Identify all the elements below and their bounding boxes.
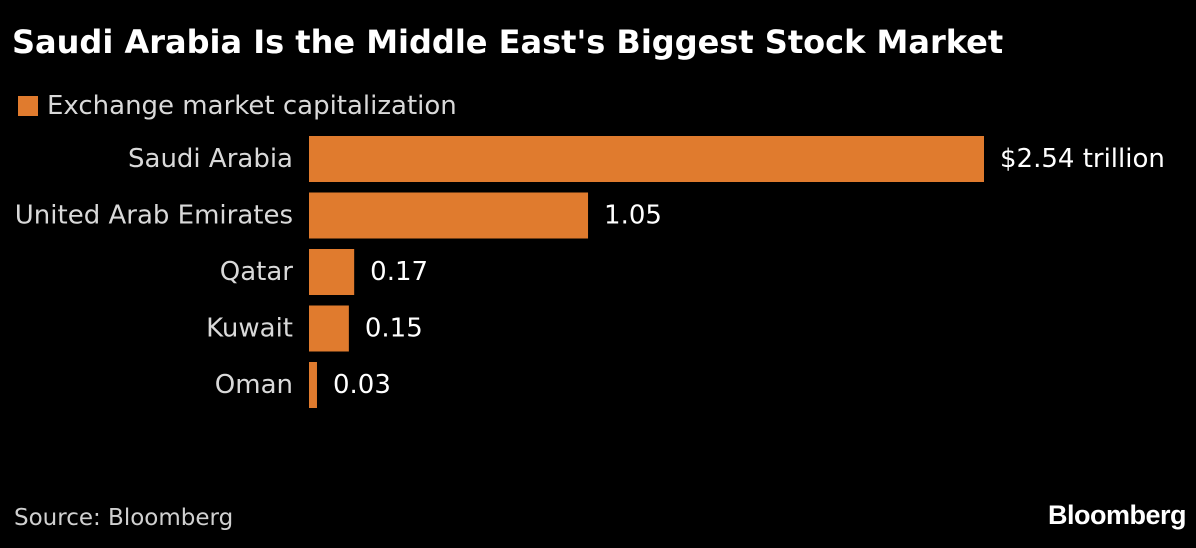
- category-label: Oman: [215, 370, 293, 400]
- data-label: 0.17: [370, 257, 428, 287]
- category-label: United Arab Emirates: [15, 201, 293, 231]
- category-label: Saudi Arabia: [128, 144, 293, 174]
- data-label: 1.05: [604, 201, 662, 231]
- bar: [309, 249, 355, 295]
- bar: [309, 136, 984, 182]
- category-label: Kuwait: [206, 314, 293, 344]
- bloomberg-logo: Bloomberg: [1047, 500, 1187, 530]
- category-label: Qatar: [220, 257, 294, 287]
- data-label: 0.03: [333, 370, 391, 400]
- data-label: $2.54 trillion: [1000, 144, 1165, 174]
- legend-swatch: [18, 96, 38, 116]
- source-note: Source: Bloomberg: [14, 505, 234, 531]
- legend: Exchange market capitalization: [18, 89, 457, 123]
- bar: [309, 192, 589, 239]
- bar: [309, 362, 317, 408]
- chart-title: Saudi Arabia Is the Middle East's Bigges…: [12, 23, 1004, 61]
- data-label: 0.15: [365, 314, 423, 344]
- bar: [309, 305, 349, 352]
- legend-label: Exchange market capitalization: [47, 91, 457, 121]
